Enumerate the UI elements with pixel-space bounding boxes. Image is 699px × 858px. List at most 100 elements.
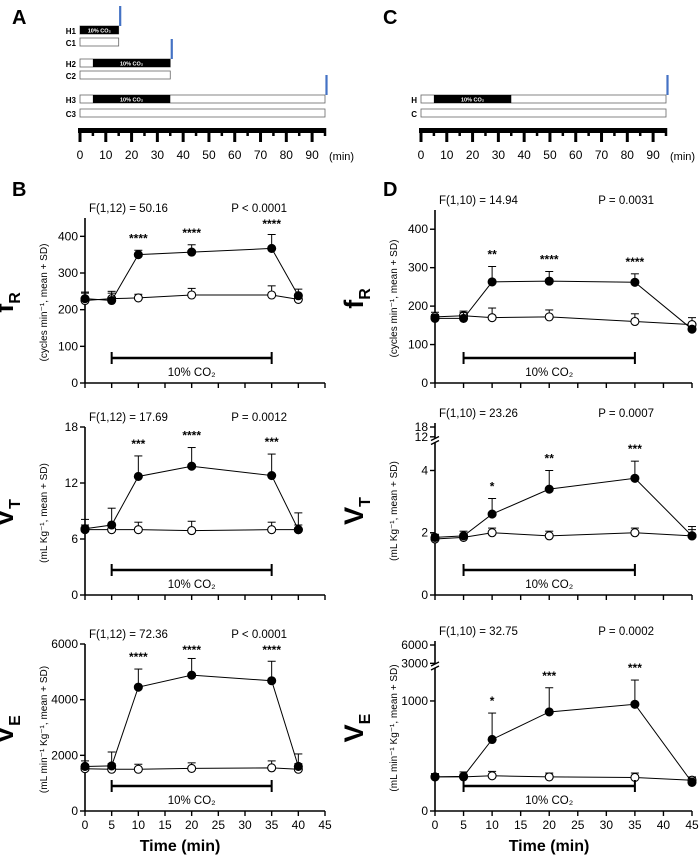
data-point-hypercapnia bbox=[687, 777, 697, 787]
significance-marker: * bbox=[490, 480, 495, 494]
f-statistic: F(1,10) = 32.75 bbox=[439, 626, 518, 638]
y-tick-label: 0 bbox=[71, 376, 78, 390]
series-line bbox=[434, 703, 693, 783]
y-tick-label: 6000 bbox=[401, 638, 428, 652]
x-tick-label: 40 bbox=[657, 818, 671, 832]
data-point-hypercapnia bbox=[187, 461, 197, 471]
y-tick-label: 2000 bbox=[51, 748, 78, 762]
timeline-row-label: C1 bbox=[66, 39, 77, 48]
variable-main: V bbox=[0, 509, 19, 527]
timeline-tick-label: 0 bbox=[418, 148, 425, 162]
data-point-hypercapnia bbox=[133, 682, 143, 692]
timeline-tick-label: 80 bbox=[621, 148, 635, 162]
timeline-tick-label: 50 bbox=[543, 148, 557, 162]
timeline-tick-label: 30 bbox=[151, 148, 165, 162]
data-point-control bbox=[187, 763, 197, 773]
y-tick-label: 300 bbox=[408, 261, 428, 275]
axis-break-mark bbox=[430, 665, 440, 671]
y-tick-label: 0 bbox=[71, 588, 78, 602]
y-tick-label: 0 bbox=[71, 804, 78, 818]
axis-break-mark bbox=[430, 439, 440, 446]
significance-marker: **** bbox=[129, 650, 148, 664]
chart-b-respiratory-frequency: 0 100 200 300 400 fR (cycles min⁻¹, mean + SD)… bbox=[0, 203, 326, 390]
data-point-hypercapnia bbox=[487, 509, 497, 519]
y-tick-label: 6000 bbox=[51, 637, 78, 651]
timeline-row-label: C3 bbox=[66, 110, 77, 119]
variable-subscript: E bbox=[7, 715, 24, 726]
x-tick-label: 10 bbox=[485, 818, 499, 832]
data-point-control bbox=[267, 525, 277, 535]
variable-label: VE bbox=[339, 713, 374, 742]
timeline-tick-label: 20 bbox=[125, 148, 139, 162]
significance-marker: *** bbox=[265, 435, 279, 449]
data-point-hypercapnia bbox=[293, 761, 303, 772]
y-tick-label: 0 bbox=[421, 804, 428, 818]
x-tick-label: 30 bbox=[238, 818, 252, 832]
timeline-bar bbox=[420, 94, 667, 104]
chart-d-respiratory-frequency: 0 100 200 300 400 fR (cycles min⁻¹, mean + SD)… bbox=[339, 195, 697, 390]
data-point-control bbox=[630, 316, 640, 327]
y-axis-unit-label: (mL Kg⁻¹, mean + SD) bbox=[389, 461, 400, 561]
y-tick-label: 2 bbox=[421, 526, 428, 540]
variable-main: f bbox=[339, 299, 369, 309]
p-value: P = 0.0031 bbox=[598, 195, 654, 207]
f-statistic: F(1,12) = 72.36 bbox=[89, 629, 168, 641]
data-point-hypercapnia bbox=[267, 243, 277, 253]
y-tick-label: 200 bbox=[408, 299, 428, 313]
data-point-control bbox=[487, 528, 497, 538]
x-tick-label: 30 bbox=[600, 818, 614, 832]
y-tick-label: 400 bbox=[408, 222, 428, 236]
timeline-tick-label: 10 bbox=[99, 148, 113, 162]
data-point-hypercapnia bbox=[544, 707, 554, 717]
series-line bbox=[435, 775, 693, 781]
variable-subscript: T bbox=[357, 497, 374, 507]
timeline-unit-label: (min) bbox=[670, 151, 695, 163]
data-point-hypercapnia bbox=[544, 276, 554, 286]
significance-marker: * bbox=[490, 694, 495, 708]
data-point-hypercapnia bbox=[80, 294, 90, 304]
variable-main: f bbox=[0, 303, 19, 313]
panel-label-c: C bbox=[383, 7, 397, 29]
timeline-bar bbox=[79, 37, 120, 47]
axis-break-mark bbox=[430, 435, 440, 442]
timeline-unit-label: (min) bbox=[329, 151, 354, 163]
panel-label-a: A bbox=[12, 7, 26, 29]
x-axis-title-b: Time (min) bbox=[140, 838, 221, 855]
co2-period-label: 10% CO₂ bbox=[525, 579, 573, 591]
chart-b-minute-ventilation: 0 2000 4000 6000 0 5 10 15 20 25 30 35 40 45 VE (mL min… bbox=[0, 629, 332, 832]
co2-exposure-label: 10% CO₂ bbox=[120, 62, 144, 68]
timeline-tick-label: 70 bbox=[254, 148, 268, 162]
series-line bbox=[434, 477, 693, 538]
significance-marker: **** bbox=[626, 255, 645, 269]
data-point-control bbox=[487, 771, 497, 781]
f-statistic: F(1,12) = 17.69 bbox=[89, 412, 168, 424]
co2-period-label: 10% CO₂ bbox=[525, 367, 573, 379]
co2-period-label: 10% CO₂ bbox=[168, 579, 216, 591]
data-point-hypercapnia bbox=[459, 313, 469, 323]
data-point-control bbox=[544, 772, 554, 782]
data-point-hypercapnia bbox=[133, 471, 143, 482]
co2-period-label: 10% CO₂ bbox=[525, 795, 573, 807]
y-tick-label: 3000 bbox=[401, 656, 428, 670]
data-point-hypercapnia bbox=[487, 277, 497, 287]
co2-exposure-label: 10% CO₂ bbox=[120, 98, 144, 104]
co2-exposure-bar bbox=[92, 95, 171, 103]
data-point-control bbox=[133, 525, 143, 535]
y-axis-unit-label: (mL min⁻¹ Kg⁻¹, mean + SD) bbox=[389, 664, 400, 791]
significance-marker: **** bbox=[262, 643, 281, 657]
series-line bbox=[435, 280, 693, 330]
timeline-tick-label: 80 bbox=[280, 148, 294, 162]
p-value: P < 0.0001 bbox=[231, 203, 287, 215]
x-tick-label: 15 bbox=[158, 818, 172, 832]
significance-marker: *** bbox=[628, 661, 642, 675]
significance-marker: **** bbox=[540, 253, 559, 267]
timeline-bar bbox=[79, 70, 171, 80]
data-point-hypercapnia bbox=[107, 520, 117, 530]
data-point-control bbox=[630, 528, 640, 538]
series-line bbox=[434, 315, 693, 326]
x-tick-label: 45 bbox=[685, 818, 699, 832]
data-point-control bbox=[133, 764, 143, 774]
x-tick-label: 35 bbox=[628, 818, 642, 832]
data-point-hypercapnia bbox=[687, 531, 697, 541]
